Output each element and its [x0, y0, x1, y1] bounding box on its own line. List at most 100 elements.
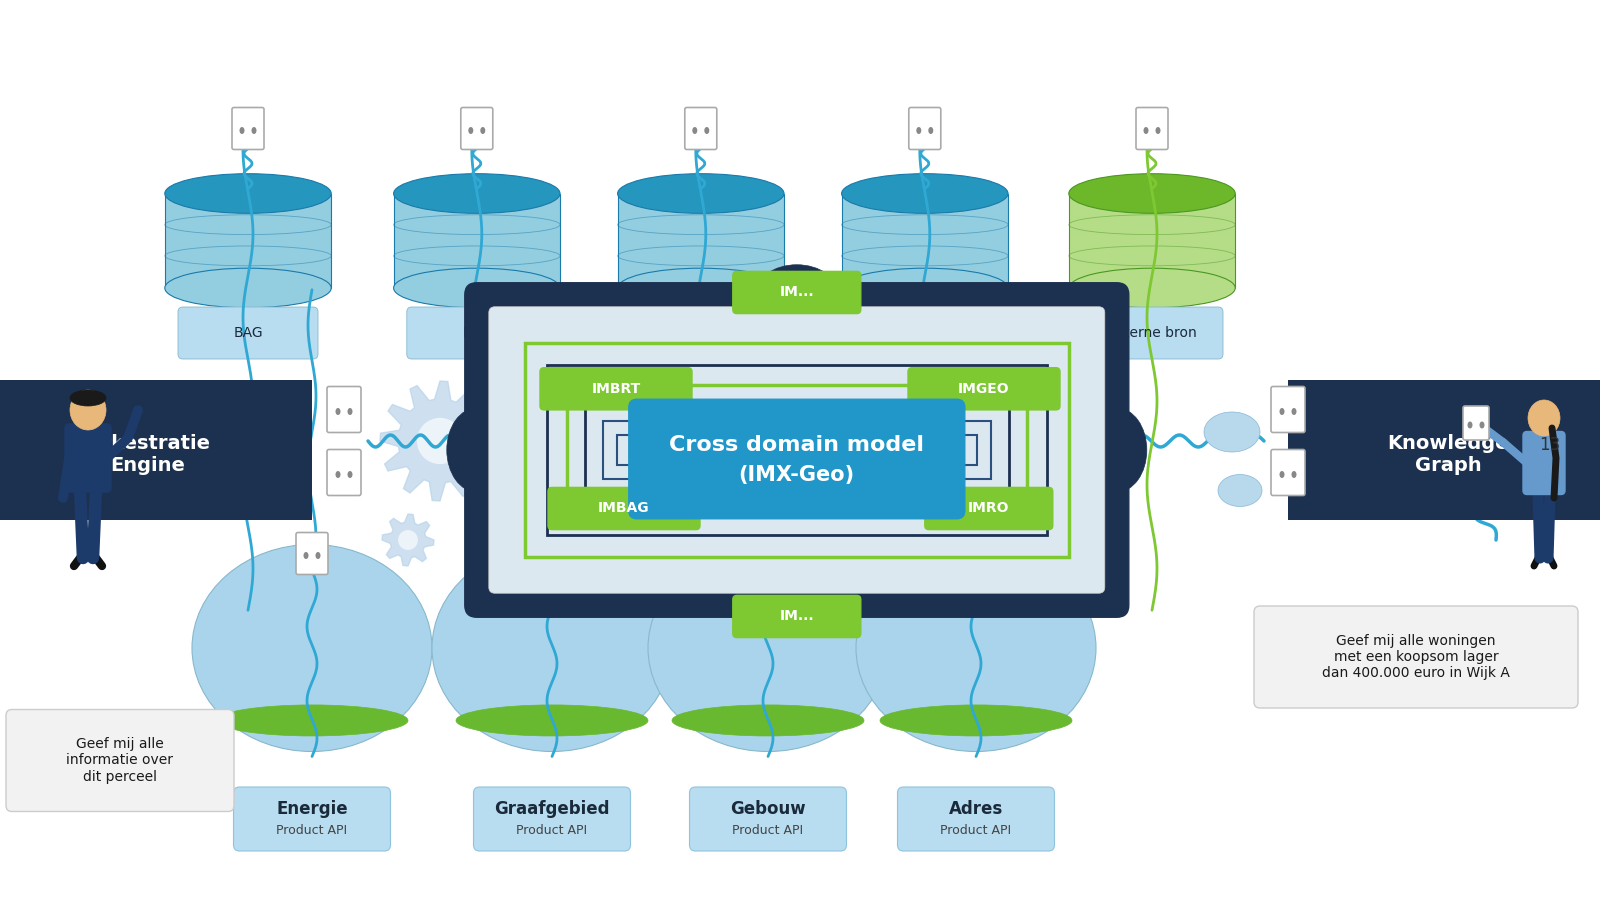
FancyBboxPatch shape: [232, 107, 264, 149]
FancyBboxPatch shape: [909, 107, 941, 149]
Ellipse shape: [704, 127, 709, 134]
Ellipse shape: [469, 127, 474, 134]
FancyBboxPatch shape: [752, 533, 784, 574]
Bar: [566, 385, 1027, 515]
Ellipse shape: [432, 544, 672, 752]
Ellipse shape: [1467, 421, 1472, 428]
Ellipse shape: [928, 127, 933, 134]
Ellipse shape: [1291, 471, 1296, 478]
Ellipse shape: [1205, 412, 1261, 452]
Bar: [525, 343, 1069, 557]
Bar: [1069, 194, 1235, 288]
Ellipse shape: [979, 552, 984, 559]
Ellipse shape: [618, 268, 784, 308]
Ellipse shape: [1480, 421, 1485, 428]
Ellipse shape: [456, 705, 648, 736]
Text: Knowledge
Graph: Knowledge Graph: [1387, 434, 1509, 475]
FancyBboxPatch shape: [406, 307, 547, 359]
Polygon shape: [472, 473, 552, 553]
FancyBboxPatch shape: [326, 386, 362, 433]
FancyBboxPatch shape: [1082, 307, 1222, 359]
Text: Adres: Adres: [949, 800, 1003, 818]
Ellipse shape: [446, 408, 507, 492]
Ellipse shape: [648, 544, 888, 752]
Ellipse shape: [165, 174, 331, 213]
Bar: [165, 194, 331, 288]
Text: Ruimtelijke plannen: Ruimtelijke plannen: [856, 326, 994, 340]
Ellipse shape: [251, 127, 256, 134]
Ellipse shape: [1086, 408, 1147, 492]
Ellipse shape: [165, 268, 331, 308]
FancyBboxPatch shape: [629, 400, 965, 518]
Text: IMRO: IMRO: [968, 501, 1010, 516]
Bar: [618, 194, 784, 288]
Ellipse shape: [672, 705, 864, 736]
FancyBboxPatch shape: [685, 107, 717, 149]
FancyBboxPatch shape: [960, 533, 992, 574]
Text: Product API: Product API: [733, 824, 803, 838]
FancyBboxPatch shape: [547, 488, 701, 529]
FancyBboxPatch shape: [733, 596, 861, 637]
Text: Cross domain model: Cross domain model: [669, 435, 925, 455]
Bar: [547, 364, 1046, 536]
Ellipse shape: [240, 127, 245, 134]
Ellipse shape: [394, 174, 560, 213]
Text: (IMX-Geo): (IMX-Geo): [739, 465, 854, 485]
Ellipse shape: [555, 552, 560, 559]
FancyBboxPatch shape: [234, 787, 390, 851]
Bar: [1288, 380, 1600, 520]
Text: Product API: Product API: [277, 824, 347, 838]
FancyBboxPatch shape: [178, 307, 318, 359]
FancyBboxPatch shape: [1270, 449, 1306, 496]
FancyBboxPatch shape: [1254, 606, 1578, 708]
Bar: [586, 403, 1008, 497]
Text: BAG: BAG: [234, 326, 262, 340]
FancyBboxPatch shape: [733, 272, 861, 313]
Ellipse shape: [968, 552, 973, 559]
Ellipse shape: [480, 127, 485, 134]
FancyBboxPatch shape: [474, 787, 630, 851]
Ellipse shape: [70, 390, 106, 430]
Ellipse shape: [315, 552, 320, 559]
Ellipse shape: [1144, 127, 1149, 134]
Ellipse shape: [842, 174, 1008, 213]
Ellipse shape: [856, 544, 1096, 752]
Ellipse shape: [771, 552, 776, 559]
Ellipse shape: [70, 390, 106, 406]
Text: Product API: Product API: [941, 824, 1011, 838]
Ellipse shape: [693, 127, 698, 134]
Text: Gebouw: Gebouw: [730, 800, 806, 818]
Ellipse shape: [618, 174, 784, 213]
Ellipse shape: [755, 575, 838, 635]
Bar: [394, 194, 560, 288]
FancyBboxPatch shape: [490, 307, 1104, 593]
Circle shape: [418, 418, 462, 464]
Ellipse shape: [544, 552, 549, 559]
Ellipse shape: [755, 265, 838, 325]
FancyBboxPatch shape: [536, 533, 568, 574]
Ellipse shape: [1291, 408, 1296, 415]
FancyBboxPatch shape: [898, 787, 1054, 851]
FancyBboxPatch shape: [1270, 386, 1306, 433]
Ellipse shape: [1280, 471, 1285, 478]
Text: IMBRT: IMBRT: [592, 382, 640, 396]
Ellipse shape: [394, 268, 560, 308]
Ellipse shape: [192, 544, 432, 752]
Text: BGT: BGT: [462, 326, 491, 340]
Ellipse shape: [216, 705, 408, 736]
Bar: [603, 421, 990, 479]
FancyBboxPatch shape: [541, 368, 691, 410]
Ellipse shape: [917, 127, 922, 134]
FancyBboxPatch shape: [6, 709, 234, 812]
FancyBboxPatch shape: [461, 107, 493, 149]
Ellipse shape: [336, 408, 341, 415]
Circle shape: [496, 498, 528, 528]
Text: Graafgebied: Graafgebied: [494, 800, 610, 818]
Text: IMGEO: IMGEO: [958, 382, 1010, 396]
Text: Geef mij alle
informatie over
dit perceel: Geef mij alle informatie over dit percee…: [67, 737, 173, 784]
Circle shape: [398, 530, 418, 550]
FancyBboxPatch shape: [1523, 431, 1565, 494]
Bar: [842, 194, 1008, 288]
Ellipse shape: [1069, 174, 1235, 213]
Ellipse shape: [1069, 268, 1235, 308]
